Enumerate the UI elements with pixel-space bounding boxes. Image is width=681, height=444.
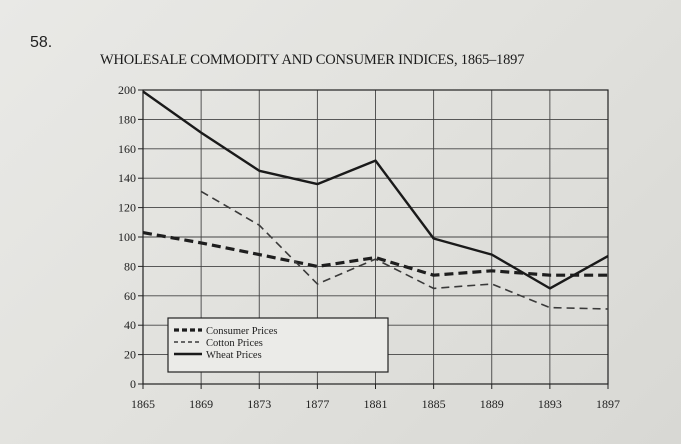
chart-title: WHOLESALE COMMODITY AND CONSUMER INDICES… xyxy=(100,52,525,68)
y-tick-label: 40 xyxy=(124,318,136,332)
series-line-cotton-prices xyxy=(200,190,609,310)
x-tick-label: 1889 xyxy=(480,397,504,411)
y-tick-label: 0 xyxy=(130,377,136,391)
y-tick-label: 140 xyxy=(118,171,136,185)
x-tick-label: 1897 xyxy=(596,397,620,411)
x-tick-label: 1865 xyxy=(131,397,155,411)
y-tick-label: 200 xyxy=(118,83,136,97)
legend-label: Consumer Prices xyxy=(206,326,277,337)
x-tick-label: 1869 xyxy=(189,397,213,411)
x-tick-label: 1873 xyxy=(247,397,271,411)
y-tick-label: 160 xyxy=(118,142,136,156)
x-tick-label: 1885 xyxy=(422,397,446,411)
y-tick-label: 80 xyxy=(124,259,136,273)
series-line-consumer-prices xyxy=(142,231,608,277)
x-tick-label: 1893 xyxy=(538,397,562,411)
x-tick-label: 1877 xyxy=(305,397,329,411)
y-tick-label: 180 xyxy=(118,112,136,126)
legend-label: Cotton Prices xyxy=(206,338,263,349)
series-line-wheat-prices xyxy=(142,90,609,290)
y-tick-label: 20 xyxy=(124,348,136,362)
chart-series xyxy=(142,90,609,310)
y-tick-label: 100 xyxy=(118,230,136,244)
y-tick-label: 60 xyxy=(124,289,136,303)
x-tick-label: 1881 xyxy=(364,397,388,411)
question-number: 58. xyxy=(30,34,53,51)
plot-frame xyxy=(142,89,609,385)
legend-label: Wheat Prices xyxy=(206,350,262,361)
chart-axes: 0 20 40 60 80 100 120 140 160 180 200 1865 1869 1873 1… xyxy=(118,83,620,411)
y-tick-label: 120 xyxy=(118,201,136,215)
legend-box xyxy=(167,317,389,373)
